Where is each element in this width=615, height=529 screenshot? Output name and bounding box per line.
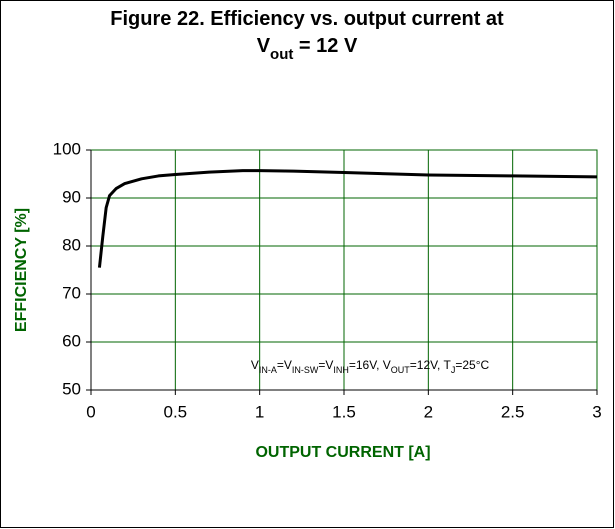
annotation-part: J [451, 365, 456, 375]
title-part: V [257, 35, 271, 57]
annotation-part: IN-SW [292, 365, 319, 375]
annotation-part: V [251, 358, 259, 372]
annotation-part: IN-A [259, 365, 277, 375]
y-tick-label: 80 [62, 235, 81, 254]
x-tick-label: 0 [86, 402, 95, 421]
annotation-part: =V [277, 358, 292, 372]
y-tick-label: 60 [62, 331, 81, 350]
title-part: = 12 V [293, 35, 358, 57]
chart-title: Figure 22. Efficiency vs. output current… [110, 8, 504, 30]
title-part: out [270, 46, 293, 63]
x-axis-label: OUTPUT CURRENT [A] [255, 444, 430, 461]
chart-title: Vout = 12 V [257, 35, 358, 63]
annotation-part: OUT [391, 365, 411, 375]
annotation-part: =V [318, 358, 333, 372]
x-tick-label: 3 [592, 402, 601, 421]
y-tick-label: 90 [62, 187, 81, 206]
y-tick-label: 100 [53, 139, 81, 158]
annotation: VIN-A=VIN-SW=VINH=16V, VOUT=12V, TJ=25°C [251, 358, 490, 375]
x-tick-label: 1.5 [332, 402, 356, 421]
y-axis-label: EFFICIENCY [%] [13, 208, 30, 332]
y-tick-label: 70 [62, 283, 81, 302]
title-part: Figure 22. Efficiency vs. output current… [110, 8, 504, 30]
x-tick-label: 2 [424, 402, 433, 421]
line [97, 169, 598, 268]
annotation-part: =12V, T [410, 358, 452, 372]
annotation-part: =25°C [455, 358, 489, 372]
y-tick-label: 50 [62, 379, 81, 398]
x-tick-label: 0.5 [164, 402, 188, 421]
x-tick-label: 1 [255, 402, 264, 421]
annotation-part: =16V, V [349, 358, 391, 372]
x-tick-label: 2.5 [501, 402, 525, 421]
annotation-part: INH [333, 365, 349, 375]
